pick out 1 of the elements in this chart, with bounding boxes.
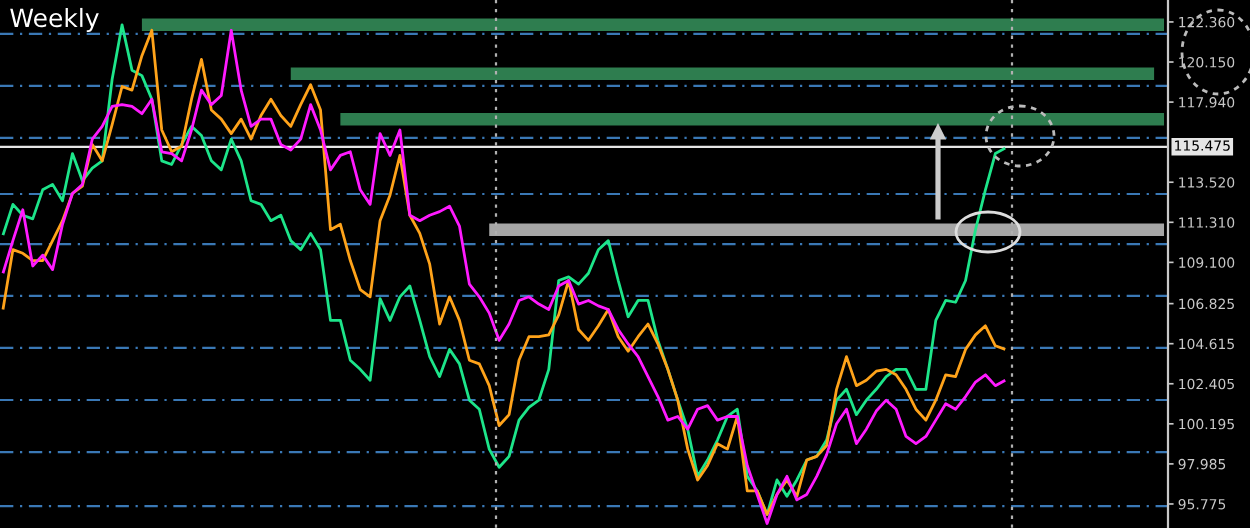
chart-title: Weekly bbox=[10, 7, 99, 33]
